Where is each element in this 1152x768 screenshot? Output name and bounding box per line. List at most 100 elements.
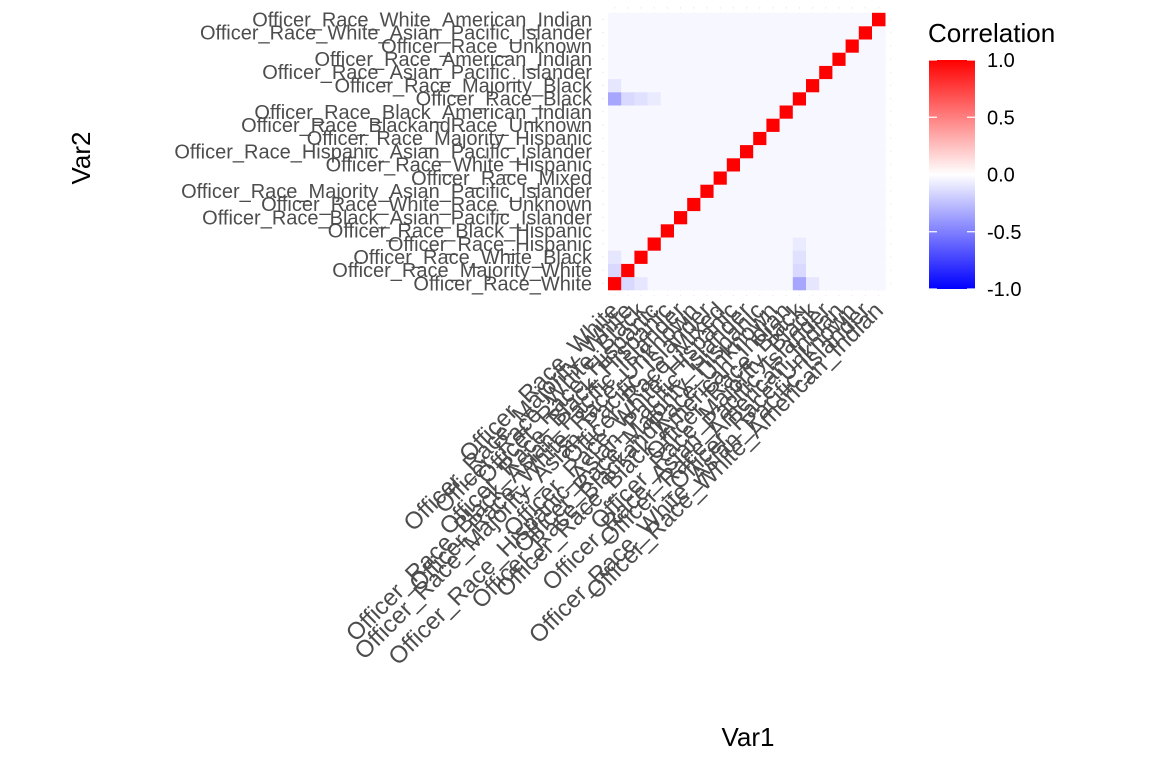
heatmap-cell xyxy=(634,12,648,27)
heatmap-cell xyxy=(608,184,622,198)
heatmap-cell xyxy=(713,158,728,172)
heatmap-cell xyxy=(845,131,860,146)
heatmap-cell xyxy=(740,276,754,291)
legend-ticks: 1.0 0.5 0.0 -0.5 -1.0 xyxy=(929,50,1021,301)
heatmap-cell xyxy=(634,237,648,251)
heatmap-cell xyxy=(674,39,688,53)
heatmap-cell xyxy=(792,171,807,185)
heatmap-cell xyxy=(779,131,794,146)
heatmap-cell xyxy=(660,26,675,40)
heatmap-cell xyxy=(660,65,675,80)
y-tick-label: Officer_Race_Unknown xyxy=(381,36,592,58)
heatmap-cell xyxy=(753,92,767,106)
heatmap-cell xyxy=(634,184,648,198)
heatmap-cell xyxy=(779,78,794,93)
heatmap-cell xyxy=(858,171,873,185)
heatmap-cell xyxy=(832,276,846,291)
heatmap-cell xyxy=(621,92,635,106)
heatmap-cell xyxy=(740,39,754,53)
heatmap-cell-diagonal xyxy=(858,26,873,40)
heatmap-cell xyxy=(700,12,714,27)
heatmap-cell xyxy=(647,78,662,93)
heatmap-cell xyxy=(700,144,714,159)
heatmap-cell xyxy=(753,26,767,40)
heatmap-cell xyxy=(766,105,780,119)
heatmap-cell xyxy=(726,250,741,264)
heatmap-cell xyxy=(832,92,846,106)
heatmap-cell xyxy=(674,12,688,27)
heatmap-cell xyxy=(713,197,728,212)
heatmap-cell xyxy=(779,144,794,159)
heatmap-cell xyxy=(753,52,767,66)
heatmap-cell xyxy=(872,92,886,106)
heatmap-cell xyxy=(621,210,635,225)
heatmap-cell xyxy=(621,12,635,27)
heatmap-cell-diagonal xyxy=(819,65,833,80)
heatmap-cell xyxy=(700,78,714,93)
heatmap-cell xyxy=(740,184,754,198)
heatmap-cell xyxy=(753,105,767,119)
heatmap-cell xyxy=(740,158,754,172)
heatmap-cell xyxy=(753,158,767,172)
y-tick-label: Officer_Race_Black_Asian_Pacific_Islande… xyxy=(202,207,592,229)
heatmap-cell xyxy=(819,118,833,132)
heatmap-cell xyxy=(726,184,741,198)
heatmap-cell xyxy=(674,184,688,198)
heatmap-cell xyxy=(779,171,794,185)
heatmap-cell xyxy=(792,197,807,212)
heatmap-cell xyxy=(660,237,675,251)
y-tick-label: Officer_Race_American_Indian xyxy=(314,49,592,71)
heatmap-cell xyxy=(845,26,860,40)
heatmap-cell-diagonal xyxy=(726,158,741,172)
heatmap-cell xyxy=(621,276,635,291)
heatmap-cell xyxy=(608,26,622,40)
heatmap-cell xyxy=(713,184,728,198)
heatmap-cell xyxy=(832,158,846,172)
heatmap-cell xyxy=(687,78,701,93)
heatmap-cell xyxy=(608,197,622,212)
heatmap-cell xyxy=(845,224,860,238)
heatmap-cell xyxy=(806,250,820,264)
heatmap-cell xyxy=(634,52,648,66)
heatmap-cell xyxy=(845,52,860,66)
heatmap-cell xyxy=(806,210,820,225)
heatmap-cell xyxy=(872,39,886,53)
heatmap-cell xyxy=(713,276,728,291)
heatmap-cell xyxy=(621,158,635,172)
heatmap-cell xyxy=(687,210,701,225)
heatmap-cell xyxy=(832,224,846,238)
heatmap-cell xyxy=(806,131,820,146)
heatmap-cell xyxy=(700,263,714,278)
heatmap-cell xyxy=(647,92,662,106)
heatmap-cell xyxy=(792,131,807,146)
heatmap-cell xyxy=(687,52,701,66)
heatmap-cell xyxy=(766,158,780,172)
heatmap-cell xyxy=(634,144,648,159)
heatmap-cell xyxy=(806,276,820,291)
heatmap-cell xyxy=(832,171,846,185)
heatmap-cell xyxy=(779,224,794,238)
heatmap-cell xyxy=(792,12,807,27)
heatmap-cell xyxy=(792,144,807,159)
heatmap-cell xyxy=(806,144,820,159)
heatmap-cell xyxy=(845,65,860,80)
heatmap-cell xyxy=(792,65,807,80)
heatmap-cell xyxy=(753,276,767,291)
legend-tick-label: 0.0 xyxy=(987,165,1015,187)
heatmap-cell xyxy=(647,12,662,27)
heatmap-cell xyxy=(806,12,820,27)
heatmap-cell-diagonal xyxy=(700,184,714,198)
heatmap-cell xyxy=(819,78,833,93)
heatmap-cell xyxy=(608,105,622,119)
heatmap-cell xyxy=(621,78,635,93)
heatmap-cell xyxy=(700,237,714,251)
heatmap-cell xyxy=(621,250,635,264)
heatmap-cell xyxy=(621,26,635,40)
heatmap-cell xyxy=(819,184,833,198)
heatmap-cell xyxy=(845,78,860,93)
heatmap-cell xyxy=(753,171,767,185)
heatmap-cell xyxy=(740,171,754,185)
heatmap-cell xyxy=(766,65,780,80)
heatmap-cell xyxy=(687,65,701,80)
x-axis-title: Var1 xyxy=(722,722,775,752)
